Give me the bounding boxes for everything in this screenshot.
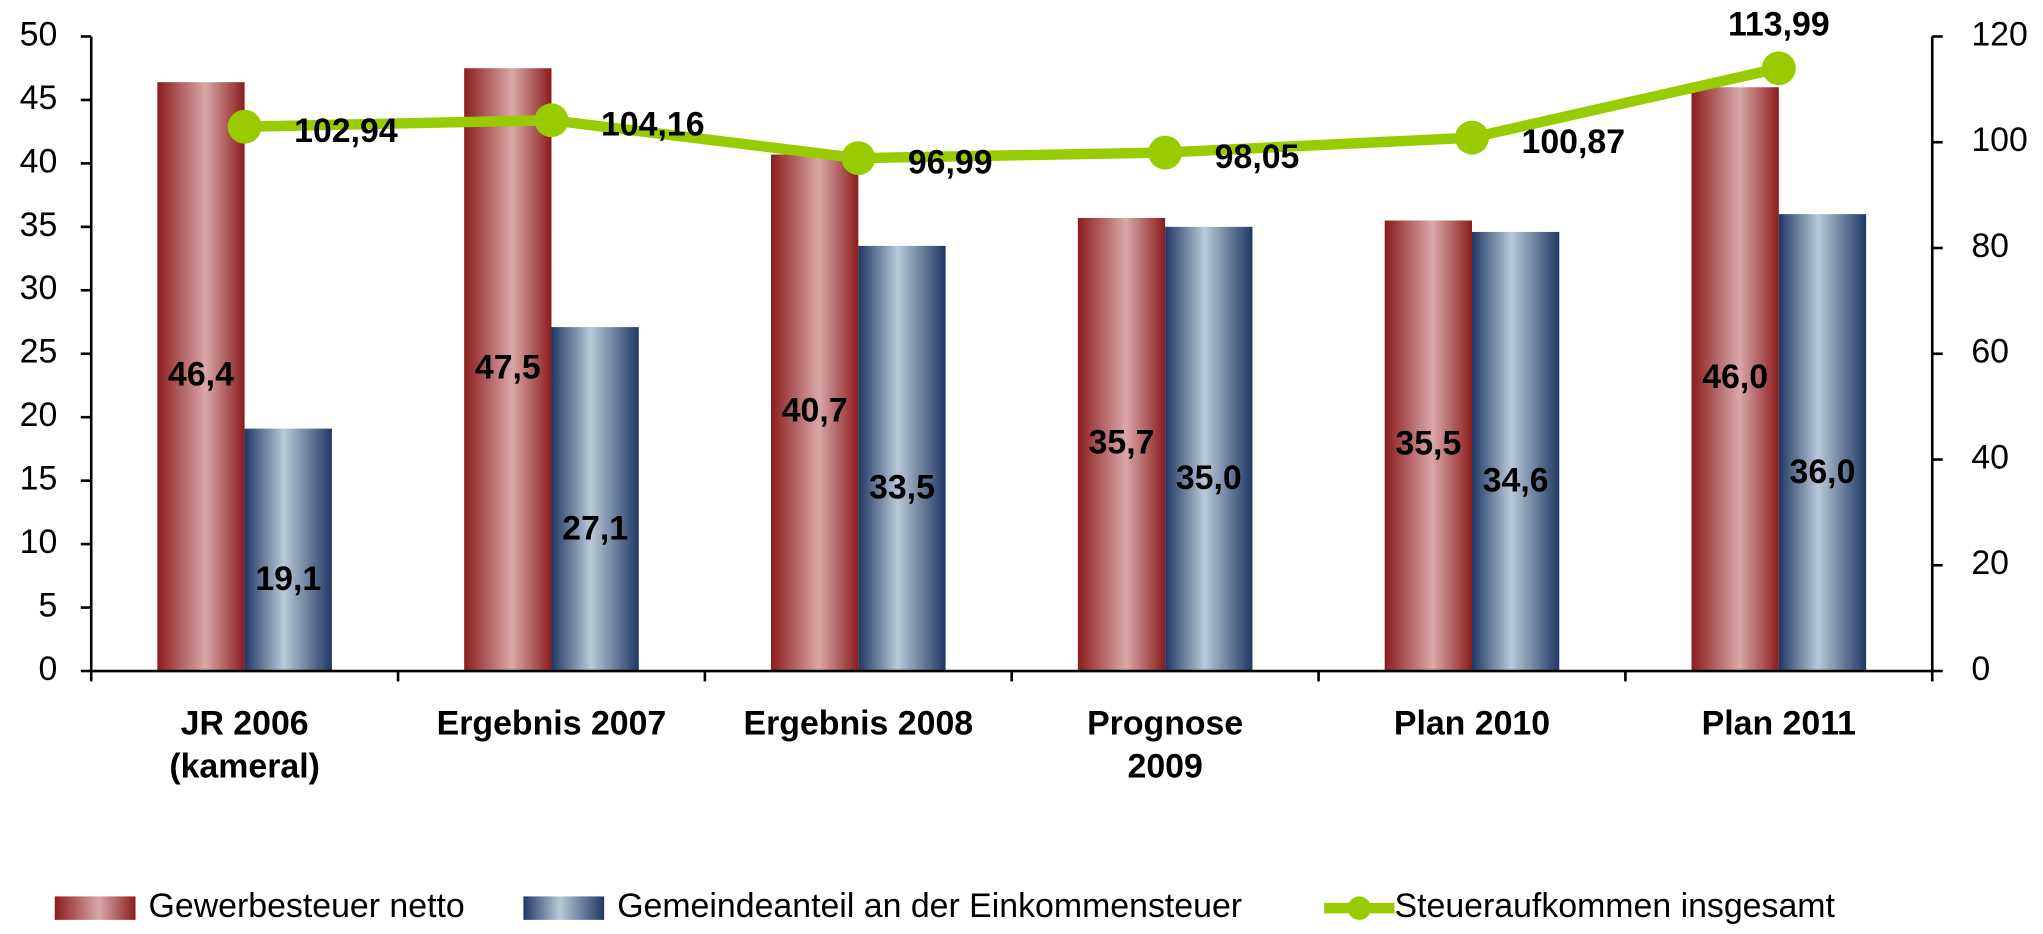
bar: [464, 68, 552, 672]
y2-tick-label: 0: [1971, 650, 1990, 688]
line-marker: [1148, 135, 1183, 170]
y2-tick-label: 100: [1971, 121, 2028, 159]
x-tick-label: Plan 2010: [1394, 705, 1550, 743]
bar: [157, 82, 245, 672]
bar: [1077, 217, 1166, 672]
bar-value-label: 47,5: [475, 349, 541, 387]
bar-value-label: 35,7: [1089, 423, 1155, 461]
line-value-label: 102,94: [294, 112, 398, 150]
bar: [1165, 226, 1253, 672]
bar-value-label: 27,1: [562, 509, 628, 547]
x-tick-label: Plan 2011: [1702, 705, 1856, 743]
line-marker: [227, 109, 262, 144]
line-value-label: 113,99: [1728, 6, 1830, 44]
y-tick-label: 40: [20, 142, 58, 180]
bar-value-label: 46,4: [168, 356, 234, 394]
y2-tick-label: 60: [1971, 333, 2009, 371]
legend-label: Gemeindeanteil an der Einkommensteuer: [617, 887, 1242, 925]
y-tick-label: 10: [20, 523, 58, 561]
y-tick-label: 20: [20, 396, 58, 434]
legend-swatch: [54, 896, 136, 920]
bar-value-label: 33,5: [869, 469, 935, 507]
y2-tick-label: 80: [1971, 227, 2009, 265]
y2-tick-label: 40: [1971, 438, 2009, 476]
y-tick-label: 0: [38, 650, 57, 688]
bar: [1778, 214, 1867, 672]
line-marker: [1455, 120, 1489, 155]
line: [244, 63, 1780, 164]
bar-value-label: 40,7: [782, 392, 848, 430]
line-marker: [841, 141, 876, 176]
y-tick-label: 35: [20, 206, 58, 244]
bar-value-label: 19,1: [255, 560, 321, 598]
bar: [858, 245, 946, 672]
y-tick-label: 30: [20, 269, 58, 307]
line-marker: [1761, 51, 1796, 86]
bar: [551, 327, 639, 672]
bar-value-label: 35,0: [1176, 459, 1242, 497]
bar: [1691, 87, 1779, 672]
bar-value-label: 46,0: [1702, 358, 1768, 396]
legend-swatch: [523, 896, 605, 920]
x-tick-label: JR 2006 (kameral): [169, 705, 320, 786]
x-tick-label: Ergebnis 2007: [437, 705, 667, 743]
y2-tick-label: 120: [1971, 15, 2028, 53]
x-tick-label: Ergebnis 2008: [744, 705, 974, 743]
legend-label: Gewerbesteuer netto: [149, 887, 465, 925]
bar-value-label: 35,5: [1395, 425, 1461, 463]
bar-value-label: 34,6: [1483, 462, 1549, 500]
legend-swatch: [1347, 896, 1372, 920]
legend-label: Steueraufkommen insgesamt: [1395, 887, 1836, 925]
y-tick-label: 25: [20, 333, 58, 371]
y-tick-label: 45: [20, 79, 58, 117]
bar: [244, 428, 332, 672]
y-tick-label: 5: [38, 587, 57, 625]
bar: [1471, 231, 1560, 672]
x-tick-label: Prognose 2009: [1087, 705, 1243, 786]
y-tick-label: 50: [20, 15, 58, 53]
line-value-label: 96,99: [908, 144, 993, 182]
line-marker: [534, 103, 569, 138]
bar: [771, 154, 859, 672]
y2-tick-label: 20: [1971, 544, 2009, 582]
line-value-label: 100,87: [1522, 123, 1626, 161]
bar: [1384, 220, 1472, 672]
y-tick-label: 15: [20, 460, 58, 498]
line-value-label: 98,05: [1215, 138, 1300, 176]
bar-value-label: 36,0: [1790, 453, 1856, 491]
line-value-label: 104,16: [601, 106, 705, 144]
